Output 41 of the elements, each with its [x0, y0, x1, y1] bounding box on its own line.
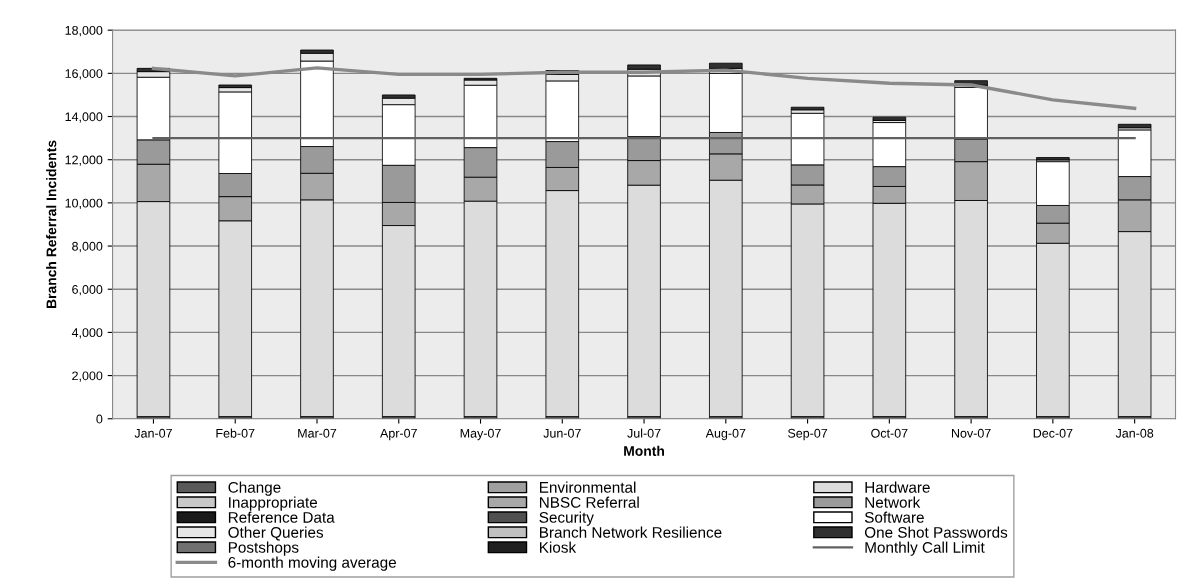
legend-label: Other Queries [228, 526, 324, 541]
x-tick-label: Jan-08 [1115, 428, 1154, 438]
x-tick-label: May-07 [460, 428, 501, 441]
legend-label: 6-month moving average [228, 556, 396, 571]
legend-label: Software [864, 511, 924, 523]
legend-label: One Shot Passwords [864, 526, 1008, 538]
legend-label: Network [865, 496, 921, 508]
x-tick-label: Jun-07 [543, 428, 581, 438]
legend-label: Monthly Call Limit [865, 541, 985, 556]
y-tick-label: 18,000 [65, 25, 103, 37]
legend-label: Environmental [540, 481, 636, 493]
x-tick-label: Nov-07 [951, 428, 991, 438]
legend-label: Inappropriate [229, 496, 318, 511]
y-tick-label: 14,000 [65, 112, 103, 123]
y-tick-label: 16,000 [65, 69, 103, 80]
y-axis-title: Branch Referral Incidents [46, 140, 57, 309]
x-tick-label: Jan-07 [134, 428, 172, 438]
x-tick-label: Oct-07 [871, 428, 908, 438]
legend-label: NBSC Referral [540, 496, 639, 508]
legend-label: Branch Network Resilience [540, 526, 722, 538]
legend-label: Kiosk [540, 541, 577, 553]
y-tick-label: 0 [96, 414, 103, 424]
y-tick-label: 10,000 [65, 198, 103, 209]
x-tick-label: Dec-07 [1033, 428, 1073, 438]
legend-label: Hardware [865, 481, 930, 493]
y-tick-label: 4,000 [71, 328, 103, 339]
x-axis-title: Month [624, 445, 665, 456]
x-tick-label: Aug-07 [705, 428, 746, 441]
y-tick-label: 6,000 [72, 285, 103, 296]
x-tick-label: Mar-07 [298, 428, 337, 438]
x-tick-label: Sep-07 [787, 428, 828, 441]
y-tick-label: 12,000 [65, 155, 103, 166]
y-tick-label: 2,000 [72, 371, 103, 382]
legend-label: Postshops [228, 541, 299, 556]
legend-label: Change [228, 481, 281, 496]
x-tick-label: Jul-07 [627, 428, 661, 438]
legend-label: Reference Data [228, 511, 335, 523]
x-tick-label: Apr-07 [380, 428, 417, 441]
x-tick-label: Feb-07 [216, 428, 255, 438]
legend-label: Security [539, 511, 594, 526]
y-tick-label: 8,000 [72, 241, 103, 253]
